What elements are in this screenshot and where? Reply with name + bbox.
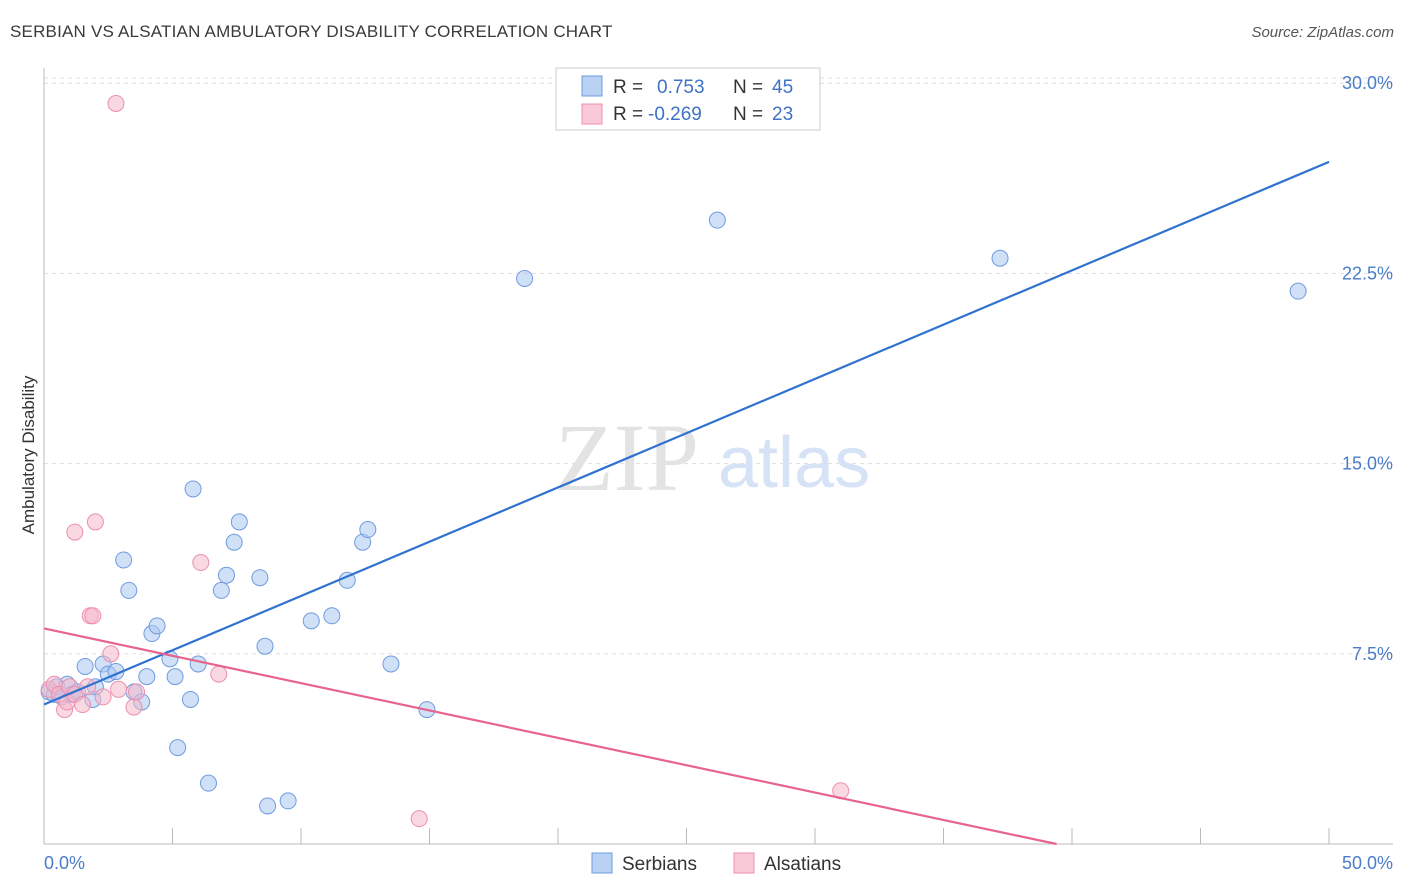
serbian-point — [170, 740, 186, 756]
y-tick-label: 15.0% — [1342, 454, 1393, 474]
serbian-point — [517, 270, 533, 286]
serbian-point — [383, 656, 399, 672]
serbians-trendline — [44, 162, 1329, 705]
legend-n-label-2: N = — [733, 104, 763, 125]
legend-r-value-1: 0.753 — [657, 77, 705, 98]
serbian-point — [185, 481, 201, 497]
legend-r-label-1: R = — [613, 77, 643, 98]
y-tick-label: 22.5% — [1342, 263, 1393, 283]
legend-swatch-alsatians — [582, 104, 602, 124]
alsatian-point — [111, 681, 127, 697]
serbian-point — [260, 798, 276, 814]
alsatian-point — [126, 699, 142, 715]
x-axis-ticks — [173, 828, 1330, 844]
serbian-point — [213, 582, 229, 598]
alsatian-point — [87, 514, 103, 530]
legend-box: R = 0.753 N = 45 R = -0.269 N = 23 — [556, 68, 820, 130]
bottom-legend-alsatians: Alsatians — [764, 854, 841, 875]
alsatian-point — [411, 811, 427, 827]
serbian-point — [303, 613, 319, 629]
alsatian-point — [85, 608, 101, 624]
scatter-chart: ZIP atlas 7.5%15.0%22.5%30.0% 0.0% 50.0%… — [0, 0, 1406, 892]
y-tick-labels: 7.5% 15.0% 22.5% 30.0% — [1342, 73, 1393, 664]
serbian-point — [1290, 283, 1306, 299]
watermark-atlas: atlas — [718, 423, 870, 503]
alsatian-point — [193, 555, 209, 571]
x-tick-label-min: 0.0% — [44, 853, 85, 873]
serbian-point — [149, 618, 165, 634]
y-axis-label: Ambulatory Disability — [19, 375, 38, 534]
bottom-legend: Serbians Alsatians — [592, 853, 841, 875]
serbian-point — [200, 775, 216, 791]
gridlines — [44, 78, 1393, 654]
y-tick-label: 7.5% — [1352, 644, 1393, 664]
serbian-point — [252, 570, 268, 586]
serbian-point — [77, 658, 93, 674]
serbian-point — [992, 250, 1008, 266]
serbian-point — [257, 638, 273, 654]
alsatian-point — [108, 96, 124, 112]
legend-swatch-serbians — [582, 76, 602, 96]
legend-n-label-1: N = — [733, 77, 763, 98]
serbian-point — [226, 534, 242, 550]
serbian-point — [121, 582, 137, 598]
bottom-legend-swatch-serbians — [592, 853, 612, 873]
serbians-points — [41, 212, 1306, 814]
serbian-point — [167, 669, 183, 685]
alsatian-point — [75, 697, 91, 713]
serbian-point — [139, 669, 155, 685]
alsatian-point — [95, 689, 111, 705]
bottom-legend-serbians: Serbians — [622, 854, 697, 875]
serbian-point — [231, 514, 247, 530]
serbian-point — [709, 212, 725, 228]
x-tick-label-max: 50.0% — [1342, 853, 1393, 873]
alsatian-point — [129, 684, 145, 700]
legend-r-value-2: -0.269 — [648, 104, 702, 125]
serbian-point — [190, 656, 206, 672]
alsatians-trendline — [44, 628, 1057, 844]
serbian-point — [360, 522, 376, 538]
alsatian-point — [211, 666, 227, 682]
serbian-point — [280, 793, 296, 809]
alsatian-point — [67, 524, 83, 540]
y-tick-label: 30.0% — [1342, 73, 1393, 93]
alsatian-point — [103, 646, 119, 662]
serbian-point — [116, 552, 132, 568]
serbian-point — [182, 691, 198, 707]
serbian-point — [324, 608, 340, 624]
legend-r-label-2: R = — [613, 104, 643, 125]
legend-n-value-1: 45 — [772, 77, 793, 98]
bottom-legend-swatch-alsatians — [734, 853, 754, 873]
legend-n-value-2: 23 — [772, 104, 793, 125]
serbian-point — [218, 567, 234, 583]
